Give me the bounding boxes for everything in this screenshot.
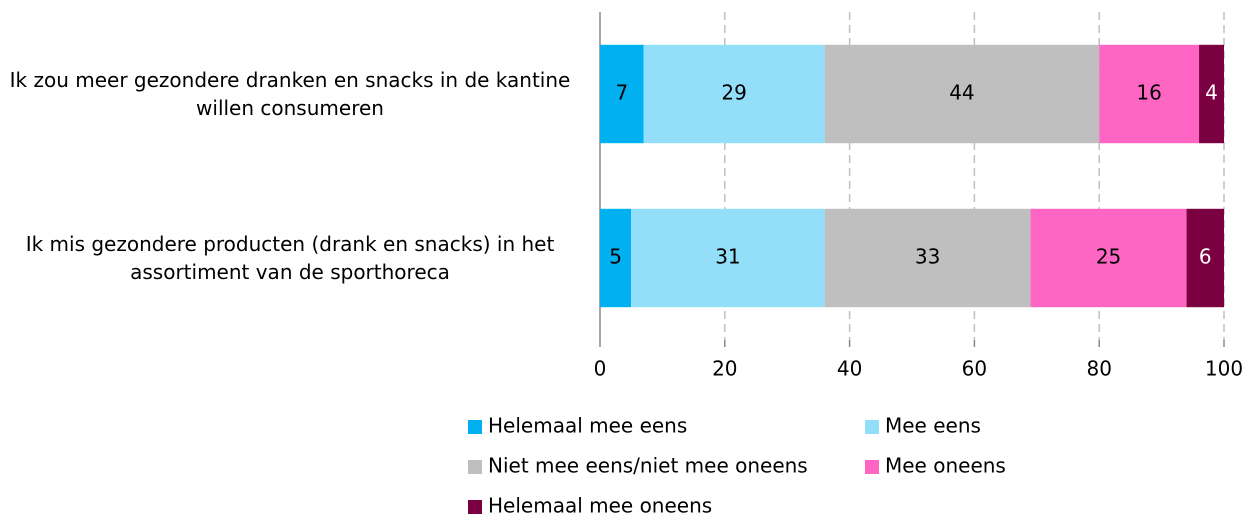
data-label: 25 [1096, 245, 1121, 269]
data-label: 33 [915, 245, 940, 269]
bar-segment [600, 208, 632, 308]
legend-swatch [865, 420, 879, 434]
bar-segment [600, 44, 644, 144]
x-tick-label: 60 [962, 357, 987, 381]
data-label: 29 [721, 81, 746, 105]
data-label: 31 [715, 245, 740, 269]
legend-swatch [865, 460, 879, 474]
legend-swatch [468, 460, 482, 474]
data-label: 4 [1205, 81, 1218, 105]
data-label: 44 [949, 81, 974, 105]
bar-segment [824, 208, 1031, 308]
bar-segment [1030, 208, 1187, 308]
legend-swatch [468, 420, 482, 434]
legend-label: Niet mee eens/niet mee oneens [488, 454, 808, 478]
legend-label: Mee oneens [885, 454, 1006, 478]
legend-label: Helemaal mee oneens [488, 494, 712, 518]
bar-segment [1186, 208, 1224, 308]
bar-segment [631, 208, 825, 308]
data-label: 7 [615, 81, 628, 105]
legend-label: Mee eens [885, 414, 981, 438]
bar-segment [824, 44, 1100, 144]
legend-swatch [468, 500, 482, 514]
x-tick-label: 20 [712, 357, 737, 381]
bar-segment [1099, 44, 1200, 144]
x-tick-label: 0 [594, 357, 607, 381]
data-label: 6 [1199, 245, 1212, 269]
category-label: Ik mis gezondere producten (drank en sna… [25, 232, 555, 284]
x-tick-label: 100 [1205, 357, 1243, 381]
data-label: 5 [609, 245, 622, 269]
bar-segment [1199, 44, 1224, 144]
x-tick-label: 80 [1086, 357, 1111, 381]
category-label: Ik zou meer gezondere dranken en snacks … [9, 68, 571, 120]
legend-label: Helemaal mee eens [488, 414, 687, 438]
bar-segment [643, 44, 825, 144]
x-tick-label: 40 [837, 357, 862, 381]
data-label: 16 [1136, 81, 1161, 105]
